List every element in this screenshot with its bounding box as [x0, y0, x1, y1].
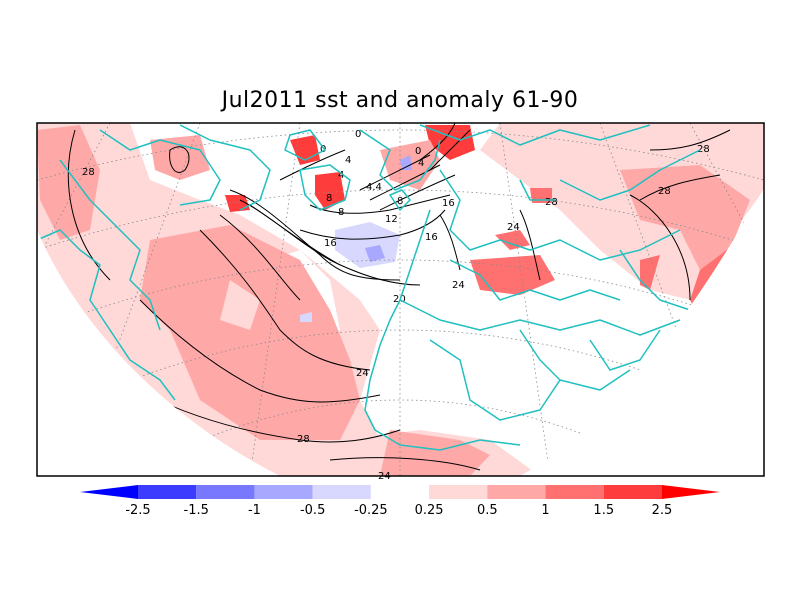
- contour-label: 24: [452, 280, 465, 291]
- colorbar-segment: [487, 485, 546, 499]
- contour-label: 28: [82, 167, 95, 178]
- colorbar-tick-label: 2.5: [652, 503, 673, 518]
- contour-label: 12: [385, 214, 398, 225]
- colorbar-tick-label: -2.5: [125, 503, 150, 518]
- colorbar-tick-label: 0.25: [415, 503, 444, 518]
- colorbar-tick-label: 1.5: [593, 503, 614, 518]
- contour-label: 24: [507, 222, 520, 233]
- colorbar-segment: [196, 485, 255, 499]
- colorbar-tick-label: -1.5: [184, 503, 209, 518]
- contour-label: 4: [418, 158, 424, 169]
- colorbar-tick-label: -1: [248, 503, 261, 518]
- contour-label: 4: [345, 155, 351, 166]
- colorbar-segment: [545, 485, 604, 499]
- contour-label: 28: [297, 434, 310, 445]
- contour-label: 16: [442, 198, 455, 209]
- contour-label: 20: [393, 294, 406, 305]
- contour-label: 8: [338, 207, 344, 218]
- colorbar-tick-label: 0.5: [477, 503, 498, 518]
- contour-label: 28: [545, 197, 558, 208]
- contour-label: 24: [356, 368, 369, 379]
- contour-label: 0: [415, 146, 421, 157]
- map-frame: [36, 122, 765, 477]
- contour-label: 8: [326, 193, 332, 204]
- chart-title: Jul2011 sst and anomaly 61-90: [221, 88, 579, 113]
- contour-label: 28: [697, 144, 710, 155]
- contour-label: 4: [338, 170, 344, 181]
- colorbar-segment: [662, 485, 720, 499]
- contour-label: 0: [320, 144, 326, 155]
- contour-label: 0: [355, 129, 361, 140]
- contour-label: 16: [425, 232, 438, 243]
- colorbar-segment: [429, 485, 488, 499]
- contour-label: 16: [324, 238, 337, 249]
- colorbar-segment: [80, 485, 138, 499]
- colorbar-segment: [370, 485, 430, 499]
- colorbar-tick-label: -0.25: [354, 503, 388, 518]
- contour-label: 4.4: [366, 182, 382, 193]
- colorbar-boxes: [80, 485, 720, 499]
- colorbar-segment: [138, 485, 197, 499]
- contour-label: 28: [658, 186, 671, 197]
- colorbar-segment: [603, 485, 662, 499]
- contour-label: 8: [397, 196, 403, 207]
- colorbar-labels: -2.5 -1.5 -1 -0.5 -0.25 0.25 0.5 1 1.5 2.5: [125, 503, 672, 518]
- colorbar-tick-label: -0.5: [300, 503, 325, 518]
- colorbar-tick-label: 1: [541, 503, 549, 518]
- colorbar-segment: [254, 485, 313, 499]
- colorbar-segment: [312, 485, 371, 499]
- coastlines: [37, 124, 701, 451]
